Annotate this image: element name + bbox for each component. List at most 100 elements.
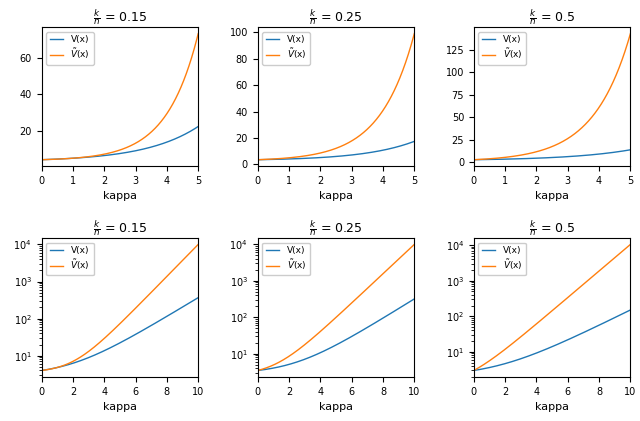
- V(x): [195, 124, 202, 129]
- $\tilde{V}$(x): [270, 362, 278, 368]
- $\tilde{V}$(x): [270, 157, 278, 162]
- X-axis label: kappa: kappa: [103, 191, 137, 201]
- Legend: V(x), $\tilde{V}$(x): V(x), $\tilde{V}$(x): [46, 32, 94, 65]
- $\tilde{V}$(x): [410, 242, 418, 247]
- Line: $\tilde{V}$(x): $\tilde{V}$(x): [42, 245, 198, 370]
- $\tilde{V}$(x): [486, 156, 493, 161]
- V(x): [595, 323, 603, 328]
- $\tilde{V}$(x): [107, 150, 115, 155]
- Line: V(x): V(x): [474, 150, 630, 160]
- $\tilde{V}$(x): [107, 330, 115, 335]
- V(x): [379, 148, 387, 153]
- V(x): [379, 316, 387, 321]
- $\tilde{V}$(x): [533, 149, 541, 154]
- V(x): [323, 155, 330, 160]
- V(x): [317, 155, 325, 160]
- Title: $\frac{k}{n}$ = 0.15: $\frac{k}{n}$ = 0.15: [93, 8, 147, 27]
- $\tilde{V}$(x): [595, 269, 603, 274]
- $\tilde{V}$(x): [101, 335, 109, 340]
- V(x): [107, 345, 115, 350]
- $\tilde{V}$(x): [362, 288, 369, 293]
- Title: $\frac{k}{n}$ = 0.15: $\frac{k}{n}$ = 0.15: [93, 218, 147, 238]
- Line: V(x): V(x): [42, 126, 198, 160]
- $\tilde{V}$(x): [195, 242, 202, 247]
- $\tilde{V}$(x): [376, 274, 383, 279]
- $\tilde{V}$(x): [379, 272, 387, 277]
- $\tilde{V}$(x): [470, 368, 477, 373]
- X-axis label: kappa: kappa: [319, 402, 353, 412]
- V(x): [577, 153, 585, 158]
- Title: $\frac{k}{n}$ = 0.5: $\frac{k}{n}$ = 0.5: [529, 218, 575, 238]
- X-axis label: kappa: kappa: [535, 191, 569, 201]
- Title: $\frac{k}{n}$ = 0.25: $\frac{k}{n}$ = 0.25: [309, 218, 363, 238]
- V(x): [323, 347, 330, 352]
- $\tilde{V}$(x): [317, 328, 325, 333]
- V(x): [145, 324, 153, 329]
- Legend: V(x), $\tilde{V}$(x): V(x), $\tilde{V}$(x): [262, 242, 310, 275]
- V(x): [592, 324, 600, 329]
- V(x): [533, 156, 541, 161]
- Legend: V(x), $\tilde{V}$(x): V(x), $\tilde{V}$(x): [478, 32, 526, 65]
- Legend: V(x), $\tilde{V}$(x): V(x), $\tilde{V}$(x): [46, 242, 94, 275]
- V(x): [362, 326, 369, 331]
- V(x): [470, 368, 477, 373]
- $\tilde{V}$(x): [163, 112, 170, 117]
- V(x): [107, 152, 115, 157]
- V(x): [270, 157, 278, 162]
- Line: V(x): V(x): [474, 310, 630, 370]
- V(x): [533, 350, 541, 355]
- $\tilde{V}$(x): [101, 152, 109, 157]
- $\tilde{V}$(x): [592, 109, 600, 115]
- $\tilde{V}$(x): [595, 105, 603, 110]
- V(x): [160, 316, 168, 321]
- $\tilde{V}$(x): [379, 109, 387, 114]
- Title: $\frac{k}{n}$ = 0.25: $\frac{k}{n}$ = 0.25: [309, 8, 363, 27]
- Line: V(x): V(x): [42, 298, 198, 370]
- $\tilde{V}$(x): [539, 316, 547, 321]
- V(x): [486, 157, 493, 162]
- V(x): [160, 141, 168, 146]
- V(x): [410, 296, 418, 301]
- V(x): [539, 348, 547, 353]
- $\tilde{V}$(x): [486, 358, 493, 363]
- $\tilde{V}$(x): [38, 368, 45, 373]
- Line: $\tilde{V}$(x): $\tilde{V}$(x): [474, 245, 630, 370]
- V(x): [54, 365, 61, 370]
- $\tilde{V}$(x): [160, 277, 168, 282]
- Line: $\tilde{V}$(x): $\tilde{V}$(x): [42, 34, 198, 160]
- $\tilde{V}$(x): [470, 157, 477, 162]
- Line: $\tilde{V}$(x): $\tilde{V}$(x): [258, 34, 414, 160]
- $\tilde{V}$(x): [163, 274, 170, 279]
- V(x): [627, 147, 634, 152]
- V(x): [592, 152, 600, 157]
- $\tilde{V}$(x): [195, 31, 202, 36]
- $\tilde{V}$(x): [38, 157, 45, 162]
- V(x): [163, 140, 170, 145]
- $\tilde{V}$(x): [376, 112, 383, 117]
- V(x): [376, 317, 383, 322]
- $\tilde{V}$(x): [54, 157, 61, 162]
- X-axis label: kappa: kappa: [319, 191, 353, 201]
- X-axis label: kappa: kappa: [535, 402, 569, 412]
- Legend: V(x), $\tilde{V}$(x): V(x), $\tilde{V}$(x): [262, 32, 310, 65]
- V(x): [627, 307, 634, 312]
- V(x): [195, 295, 202, 300]
- $\tilde{V}$(x): [533, 321, 541, 326]
- V(x): [539, 155, 547, 160]
- $\tilde{V}$(x): [254, 368, 262, 373]
- $\tilde{V}$(x): [323, 149, 330, 154]
- Line: $\tilde{V}$(x): $\tilde{V}$(x): [258, 245, 414, 370]
- Legend: V(x), $\tilde{V}$(x): V(x), $\tilde{V}$(x): [478, 242, 526, 275]
- V(x): [54, 157, 61, 162]
- V(x): [145, 145, 153, 150]
- V(x): [317, 350, 325, 355]
- V(x): [577, 331, 585, 336]
- Line: V(x): V(x): [258, 141, 414, 160]
- $\tilde{V}$(x): [145, 292, 153, 297]
- V(x): [163, 314, 170, 319]
- $\tilde{V}$(x): [54, 365, 61, 370]
- Line: V(x): V(x): [258, 299, 414, 370]
- X-axis label: kappa: kappa: [103, 402, 137, 412]
- V(x): [270, 365, 278, 370]
- $\tilde{V}$(x): [539, 147, 547, 152]
